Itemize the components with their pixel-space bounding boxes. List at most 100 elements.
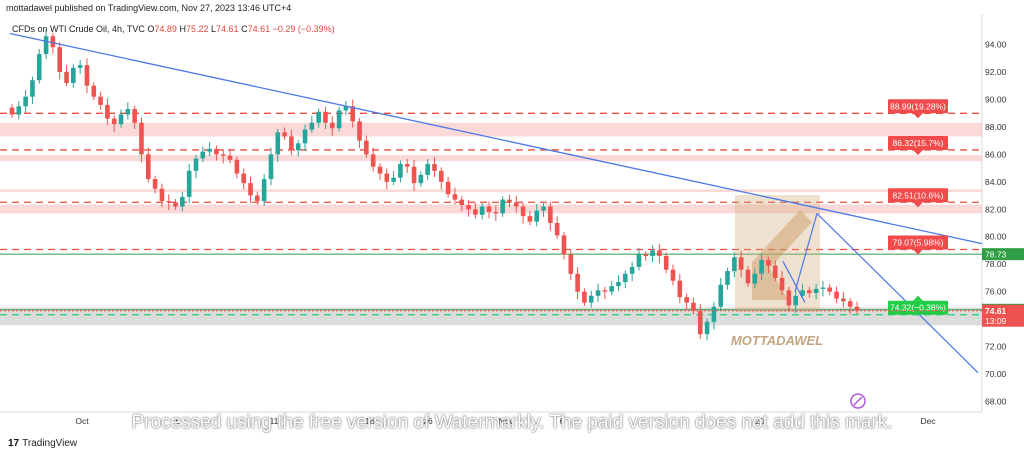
candle-up	[125, 109, 131, 115]
y-tick-label: 88.00	[985, 122, 1007, 132]
candle-up	[725, 271, 730, 285]
candle-down	[384, 173, 390, 182]
candle-down	[214, 148, 219, 155]
tradingview-logo: 17	[8, 438, 20, 449]
downtrend-line	[9, 32, 983, 245]
y-tick-label: 78.00	[985, 259, 1007, 269]
candle-down	[697, 310, 703, 335]
current-price-badge	[982, 304, 1024, 327]
candle-up	[43, 36, 49, 55]
candle-down	[159, 188, 165, 202]
candle-down	[64, 71, 69, 83]
x-tick-label: 11	[270, 416, 279, 426]
target-label-pointer	[913, 295, 923, 301]
tradingview-footer[interactable]: 17 TradingView	[8, 438, 77, 449]
watermarkly-icon-slash	[853, 396, 863, 406]
candle-down	[834, 291, 839, 299]
target-label-box	[888, 188, 948, 203]
target-label-text: 86.32(15.7%)	[892, 138, 943, 148]
candle-down	[323, 111, 328, 123]
candle-up	[711, 306, 717, 322]
y-tick-label: 84.00	[985, 177, 1007, 187]
candle-down	[57, 47, 63, 72]
candle-down	[691, 302, 696, 311]
candle-down	[145, 154, 151, 180]
candle-down	[493, 212, 499, 214]
target-label-text: 79.07(5.98%)	[892, 238, 943, 248]
candle-down	[152, 179, 158, 189]
candle-down	[329, 122, 335, 129]
candle-down	[105, 104, 110, 119]
target-label-text: 82.51(10.6%)	[892, 190, 943, 200]
y-tick-label: 80.00	[985, 232, 1007, 242]
symbol-name[interactable]: CFDs on WTI Crude Oil, 4h, TVC	[12, 24, 145, 34]
candle-up	[309, 122, 315, 130]
candle-down	[466, 205, 471, 210]
candle-down	[91, 85, 97, 97]
candle-down	[548, 206, 553, 223]
candle-down	[255, 195, 260, 202]
candle-countdown: 13:09	[985, 316, 1007, 326]
candle-down	[84, 65, 90, 86]
candle-down	[282, 132, 287, 137]
candle-down	[241, 173, 246, 184]
candle-up	[793, 295, 798, 306]
target-label-pointer	[913, 249, 923, 255]
candle-up	[36, 54, 42, 81]
candle-up	[588, 295, 594, 303]
candle-down	[772, 265, 778, 278]
x-tick-label: Nov	[498, 416, 514, 426]
candle-up	[650, 250, 655, 256]
change-value: −0.29 (−0.39%)	[272, 24, 335, 34]
candle-up	[295, 143, 301, 151]
x-tick-label: 26	[423, 416, 433, 426]
candle-up	[541, 206, 546, 211]
projection-line	[782, 261, 806, 303]
candle-up	[30, 80, 35, 97]
candle-down	[173, 202, 178, 207]
candle-up	[534, 210, 540, 222]
candle-down	[568, 254, 574, 274]
target-label-pointer	[913, 149, 923, 155]
candle-down	[411, 166, 417, 184]
candle-down	[841, 298, 846, 302]
candle-down	[738, 257, 744, 270]
candle-down	[248, 183, 253, 196]
candle-down	[602, 290, 608, 292]
candle-down	[670, 269, 676, 281]
candle-up	[609, 286, 614, 292]
close-label: C	[241, 24, 248, 34]
current-price-text: 74.61	[985, 306, 1007, 316]
candle-down	[473, 209, 478, 215]
candle-down	[827, 287, 833, 292]
resistance-zone	[0, 122, 982, 137]
resistance-zone	[0, 189, 982, 193]
projection-line	[794, 213, 818, 292]
candle-down	[432, 163, 437, 171]
candle-up	[398, 163, 403, 178]
candle-down	[350, 106, 356, 122]
price-axis-badge-text: 78.73	[985, 250, 1007, 260]
candle-down	[806, 290, 812, 294]
candle-down	[643, 254, 649, 256]
candle-down	[227, 155, 233, 160]
y-tick-label: 72.00	[985, 342, 1007, 352]
x-tick-label: 6	[560, 416, 565, 426]
target-label-box	[888, 235, 948, 250]
candle-up	[71, 67, 76, 83]
candle-down	[364, 140, 369, 155]
target-label-pointer	[913, 113, 923, 119]
candle-down	[507, 199, 512, 203]
candle-up	[418, 174, 424, 184]
candle-up	[336, 110, 342, 129]
candle-down	[513, 202, 519, 207]
candle-up	[752, 273, 758, 284]
open-value: 74.89	[154, 24, 177, 34]
candle-down	[527, 216, 533, 222]
projection-line	[816, 212, 979, 374]
watermark-badge: MOTTADAWEL	[731, 333, 823, 348]
candle-down	[677, 280, 683, 298]
candle-up	[800, 290, 805, 296]
candle-up	[718, 284, 724, 307]
